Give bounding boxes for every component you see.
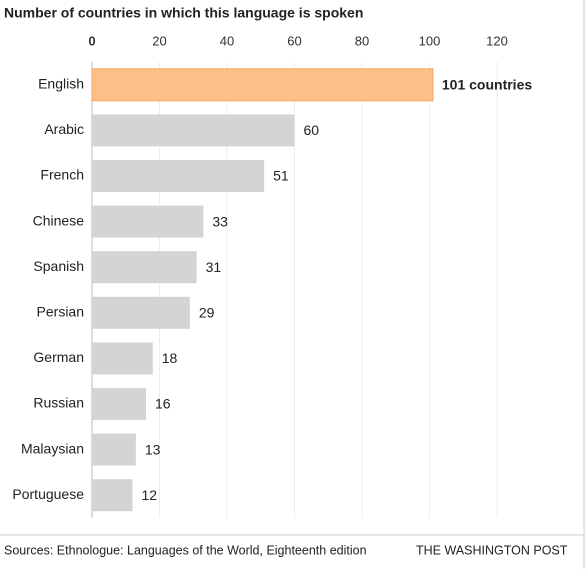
- value-label: 12: [142, 487, 158, 503]
- category-label: Russian: [33, 395, 84, 411]
- x-tick-label: 20: [152, 33, 166, 48]
- value-label: 18: [162, 350, 178, 366]
- chart-title: Number of countries in which this langua…: [4, 5, 363, 21]
- bar: [92, 342, 153, 375]
- x-tick-label: 40: [220, 33, 234, 48]
- bar: [92, 205, 204, 238]
- bar: [92, 433, 136, 466]
- x-tick-label: 0: [88, 33, 95, 48]
- value-label: 33: [212, 213, 228, 229]
- bar: [92, 114, 295, 147]
- category-label: Spanish: [33, 258, 84, 274]
- value-label: 16: [155, 396, 171, 412]
- value-label: 13: [145, 441, 161, 457]
- credit: THE WASHINGTON POST: [416, 543, 568, 557]
- bar: [92, 160, 265, 192]
- category-label: English: [38, 76, 84, 92]
- category-label: French: [40, 167, 84, 183]
- category-label: Malaysian: [21, 440, 84, 456]
- x-tick-label: 80: [355, 33, 369, 48]
- category-label: Arabic: [44, 121, 84, 137]
- category-label: Chinese: [33, 212, 85, 228]
- x-tick-label: 100: [419, 33, 441, 48]
- bar: [92, 251, 197, 284]
- value-label: 29: [199, 305, 215, 321]
- value-label: 101 countries: [442, 77, 532, 93]
- value-label: 60: [304, 122, 320, 138]
- bar: [91, 68, 434, 102]
- bar: [92, 479, 133, 512]
- category-label: Portuguese: [12, 486, 84, 502]
- bar: [92, 388, 146, 420]
- source: Sources: Ethnologue: Languages of the Wo…: [4, 543, 367, 557]
- x-tick-label: 60: [287, 33, 301, 48]
- category-label: Persian: [37, 304, 84, 320]
- category-label: German: [33, 349, 84, 365]
- x-tick-label: 120: [486, 33, 508, 48]
- value-label: 51: [273, 168, 289, 184]
- bar: [92, 296, 190, 329]
- value-label: 31: [206, 259, 222, 275]
